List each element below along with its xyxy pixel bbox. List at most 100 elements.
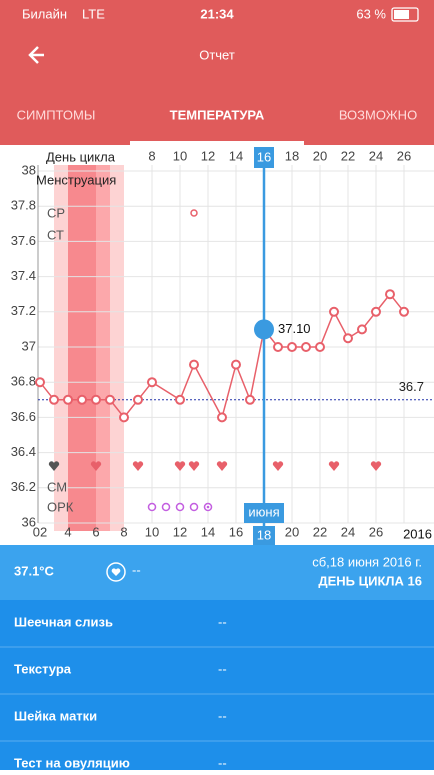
temperature-point [231,359,241,370]
heart-mark [370,461,382,471]
opk-mark [147,502,157,512]
temperature-point [217,412,227,423]
summary-date: сб,18 июня 2016 г. [312,554,422,569]
y-tick-label: 37.4 [11,268,36,283]
x2-tick-label: 14 [201,524,215,539]
opk-mark [161,502,171,512]
temperature-point [35,377,45,388]
x-tick-label: 26 [397,148,411,163]
row-value: -- [218,708,227,723]
x-tick-label: 18 [285,148,299,163]
temperature-point [91,394,101,405]
year-label: 2016 [403,526,432,541]
y-tick-label: 38 [22,162,36,177]
opk-positive [206,505,210,509]
y-tick-label: 37 [22,338,36,353]
y-tick-label: 36.6 [11,409,36,424]
tab[interactable]: ВОЗМОЖНО [339,107,417,122]
row-label[interactable]: Шеечная слизь [14,614,113,629]
x-tick-label: 20 [313,148,327,163]
temperature-point [63,394,73,405]
temperature-point [273,342,283,352]
row-label: СТ [47,227,64,242]
temperature-point [189,359,199,370]
temperature-point [175,394,185,405]
tab[interactable]: ТЕМПЕРАТУРА [170,107,265,122]
temperature-point [105,394,115,405]
top-bar [0,0,434,145]
heart-mark [216,461,228,471]
summary-bg [0,545,434,600]
selected-date: 18 [257,527,271,542]
menstruation-label: Менструация [36,172,116,187]
row-label[interactable]: Тест на овуляцию [14,755,130,770]
temperature-point [343,333,353,344]
network: LTE [82,6,105,21]
row-label[interactable]: Текстура [14,661,72,676]
row-value: -- [218,661,227,676]
x-tick-label: 8 [148,148,155,163]
battery-level [394,10,409,19]
summary-temperature: 37.1°C [14,563,55,578]
row-label: СМ [47,479,67,494]
temperature-point [399,306,409,317]
row-label[interactable]: Шейка матки [14,708,97,723]
heart-mark [174,461,186,471]
temperature-point [371,306,381,317]
temperature-point [147,377,157,388]
x2-tick-label: 8 [120,524,127,539]
y-tick-label: 36.8 [11,374,36,389]
y-tick-label: 36.2 [11,479,36,494]
back-button[interactable] [28,46,44,64]
summary-mood: -- [132,562,141,577]
temperature-point [245,394,255,405]
temperature-point [133,394,143,405]
selected-date-box [253,526,275,545]
temperature-point [385,289,395,300]
x2-tick-label: 6 [92,524,99,539]
summary-cycle-day: ДЕНЬ ЦИКЛА 16 [318,573,422,588]
x-tick-label: 12 [201,148,215,163]
heart-mark [90,461,102,471]
y-tick-label: 36.4 [11,444,36,459]
temperature-point [315,342,325,352]
temperature-point [301,342,311,352]
temperature-point [49,394,59,405]
menstruation-band [110,165,124,531]
menstruation-band [68,165,82,531]
x2-tick-label: 22 [313,524,327,539]
month-box [244,503,284,523]
tab[interactable]: СИМПТОМЫ [17,107,96,122]
x-tick-label: 10 [173,148,187,163]
battery: 63 % [356,6,386,21]
x2-tick-label: 02 [33,524,47,539]
coverline-label: 36.7 [399,379,424,394]
header-title: Отчет [199,47,235,62]
temperature-point [77,394,87,405]
x2-tick-label: 16 [229,524,243,539]
y-tick-label: 37.6 [11,233,36,248]
carrier: Билайн [22,6,67,21]
rows-bg [0,600,434,770]
heart-mark [132,461,144,471]
x2-tick-label: 12 [173,524,187,539]
selected-value-label: 37.10 [278,321,311,336]
y-tick-label: 36 [22,514,36,529]
temperature-point [357,324,367,335]
menstruation-band [82,165,96,531]
battery-icon [391,7,419,22]
sr-mark [190,209,198,217]
time: 21:34 [200,6,234,21]
opk-mark [189,502,199,512]
heart-mark [48,461,60,471]
heart-mark [328,461,340,471]
heart-mark [272,461,284,471]
tab-indicator [130,141,304,145]
x2-tick-label: 24 [341,524,355,539]
x2-tick-label: 20 [285,524,299,539]
selected-day: 16 [257,149,271,164]
y-tick-label: 37.8 [11,198,36,213]
temperature-point [287,342,297,352]
x-tick-label: 22 [341,148,355,163]
